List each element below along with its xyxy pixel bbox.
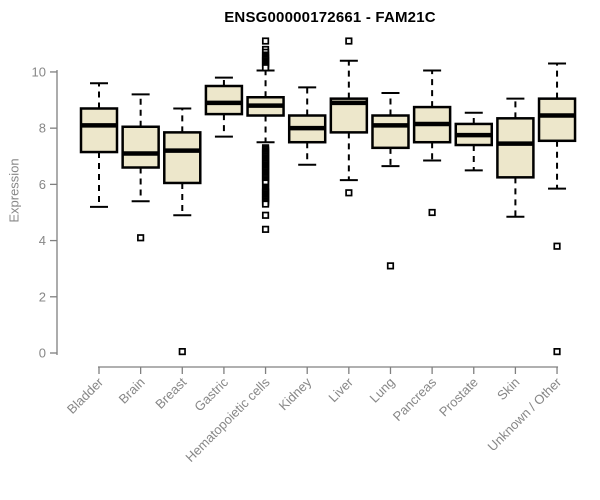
iqr-box-breast (163, 131, 202, 185)
x-tick-label-pancreas: Pancreas (390, 374, 440, 424)
iqr-box-gastric (204, 84, 244, 116)
box-unknown-other (537, 62, 577, 356)
outlier-liver-0 (345, 37, 353, 45)
box-prostate (454, 111, 494, 172)
outlier-unknown-other-0 (553, 242, 561, 250)
y-tick-label-6: 6 (39, 177, 46, 192)
iqr-box-brain (121, 125, 160, 169)
box-pancreas (412, 69, 452, 217)
outlier-hematopoietic-cells-0 (261, 37, 270, 45)
iqr-box-bladder (79, 107, 119, 154)
box-bladder (79, 82, 119, 208)
x-tick-label-bladder: Bladder (64, 374, 107, 417)
iqr-box-lung (371, 114, 410, 150)
box-hematopoietic-cells (246, 37, 285, 233)
box-liver (329, 37, 369, 197)
iqr-box-unknown-other (537, 97, 577, 143)
box-kidney (287, 86, 327, 166)
outlier-hematopoietic-cells-52 (261, 211, 270, 219)
outlier-unknown-other-1 (553, 347, 561, 356)
x-tick-label-prostate: Prostate (436, 375, 481, 420)
x-tick-label-breast: Breast (152, 374, 189, 411)
iqr-box-skin (496, 117, 535, 179)
y-tick-label-10: 10 (32, 64, 46, 79)
y-tick-label-0: 0 (39, 346, 46, 361)
outlier-pancreas-0 (428, 208, 436, 217)
x-tick-label-brain: Brain (116, 375, 148, 407)
y-tick-label-2: 2 (39, 289, 46, 304)
box-skin (496, 97, 535, 218)
x-tick-label-lung: Lung (367, 375, 398, 406)
x-tick-label-liver: Liver (325, 374, 356, 405)
outlier-hematopoietic-cells-51 (261, 200, 270, 208)
x-tick-label-skin: Skin (494, 375, 522, 403)
outlier-brain-0 (137, 234, 145, 242)
outlier-liver-1 (345, 189, 353, 197)
y-tick-label-8: 8 (39, 121, 46, 136)
x-tick-label-gastric: Gastric (191, 374, 231, 414)
outlier-lung-0 (386, 262, 395, 270)
outlier-hematopoietic-cells-53 (261, 225, 270, 233)
box-lung (371, 92, 410, 270)
y-axis: 0 2 4 6 8 10 (32, 64, 58, 361)
chart-title: ENSG00000172661 - FAM21C (224, 9, 436, 26)
box-gastric (204, 76, 244, 138)
box-brain (121, 93, 160, 242)
y-tick-label-4: 4 (39, 233, 46, 248)
x-tick-label-unknown-other: Unknown / Other (485, 374, 565, 454)
outlier-breast-0 (178, 347, 186, 356)
outlier-hematopoietic-cells-12 (261, 64, 270, 72)
x-tick-label-kidney: Kidney (276, 374, 315, 413)
box-breast (163, 107, 202, 356)
